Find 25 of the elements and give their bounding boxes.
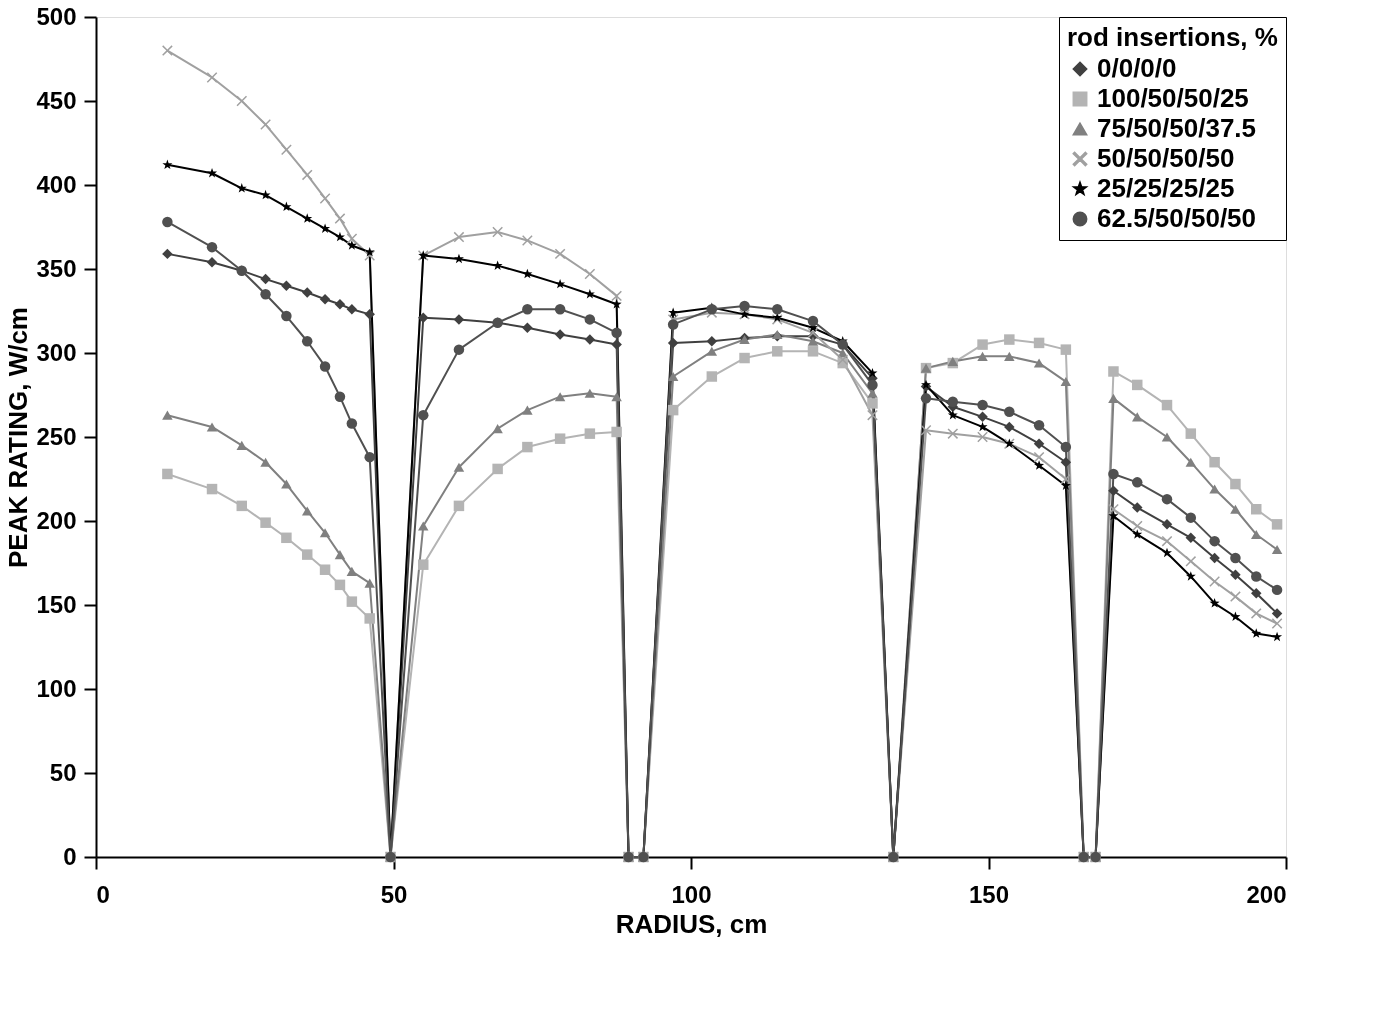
x-tick-label: 200	[1246, 880, 1287, 908]
legend-label: 75/50/50/37.5	[1097, 113, 1257, 143]
legend-title: rod insertions, %	[1067, 22, 1278, 52]
legend-label: 100/50/50/25	[1097, 83, 1249, 113]
legend-label: 62.5/50/50/50	[1097, 203, 1257, 233]
x-tick-label: 50	[380, 880, 408, 908]
x-tick-label: 100	[671, 880, 712, 908]
x-tick-label: 0	[96, 880, 110, 908]
y-tick-label: 350	[36, 254, 77, 282]
y-tick-label: 250	[36, 422, 77, 450]
y-axis-title: PEAK RATING, W/cm	[3, 307, 34, 568]
y-tick-label: 500	[36, 2, 77, 30]
legend-label: 50/50/50/50	[1097, 143, 1235, 173]
x-axis-title: RADIUS, cm	[615, 908, 768, 939]
y-tick-label: 50	[49, 758, 77, 786]
y-tick-label: 100	[36, 674, 77, 702]
y-tick-label: 300	[36, 338, 77, 366]
y-tick-label: 200	[36, 506, 77, 534]
y-tick-label: 0	[63, 842, 77, 870]
y-tick-label: 450	[36, 86, 77, 114]
y-tick-label: 400	[36, 170, 77, 198]
y-tick-label: 150	[36, 590, 77, 618]
legend-label: 25/25/25/25	[1097, 173, 1235, 203]
legend-label: 0/0/0/0	[1097, 53, 1177, 83]
x-tick-label: 150	[968, 880, 1010, 908]
